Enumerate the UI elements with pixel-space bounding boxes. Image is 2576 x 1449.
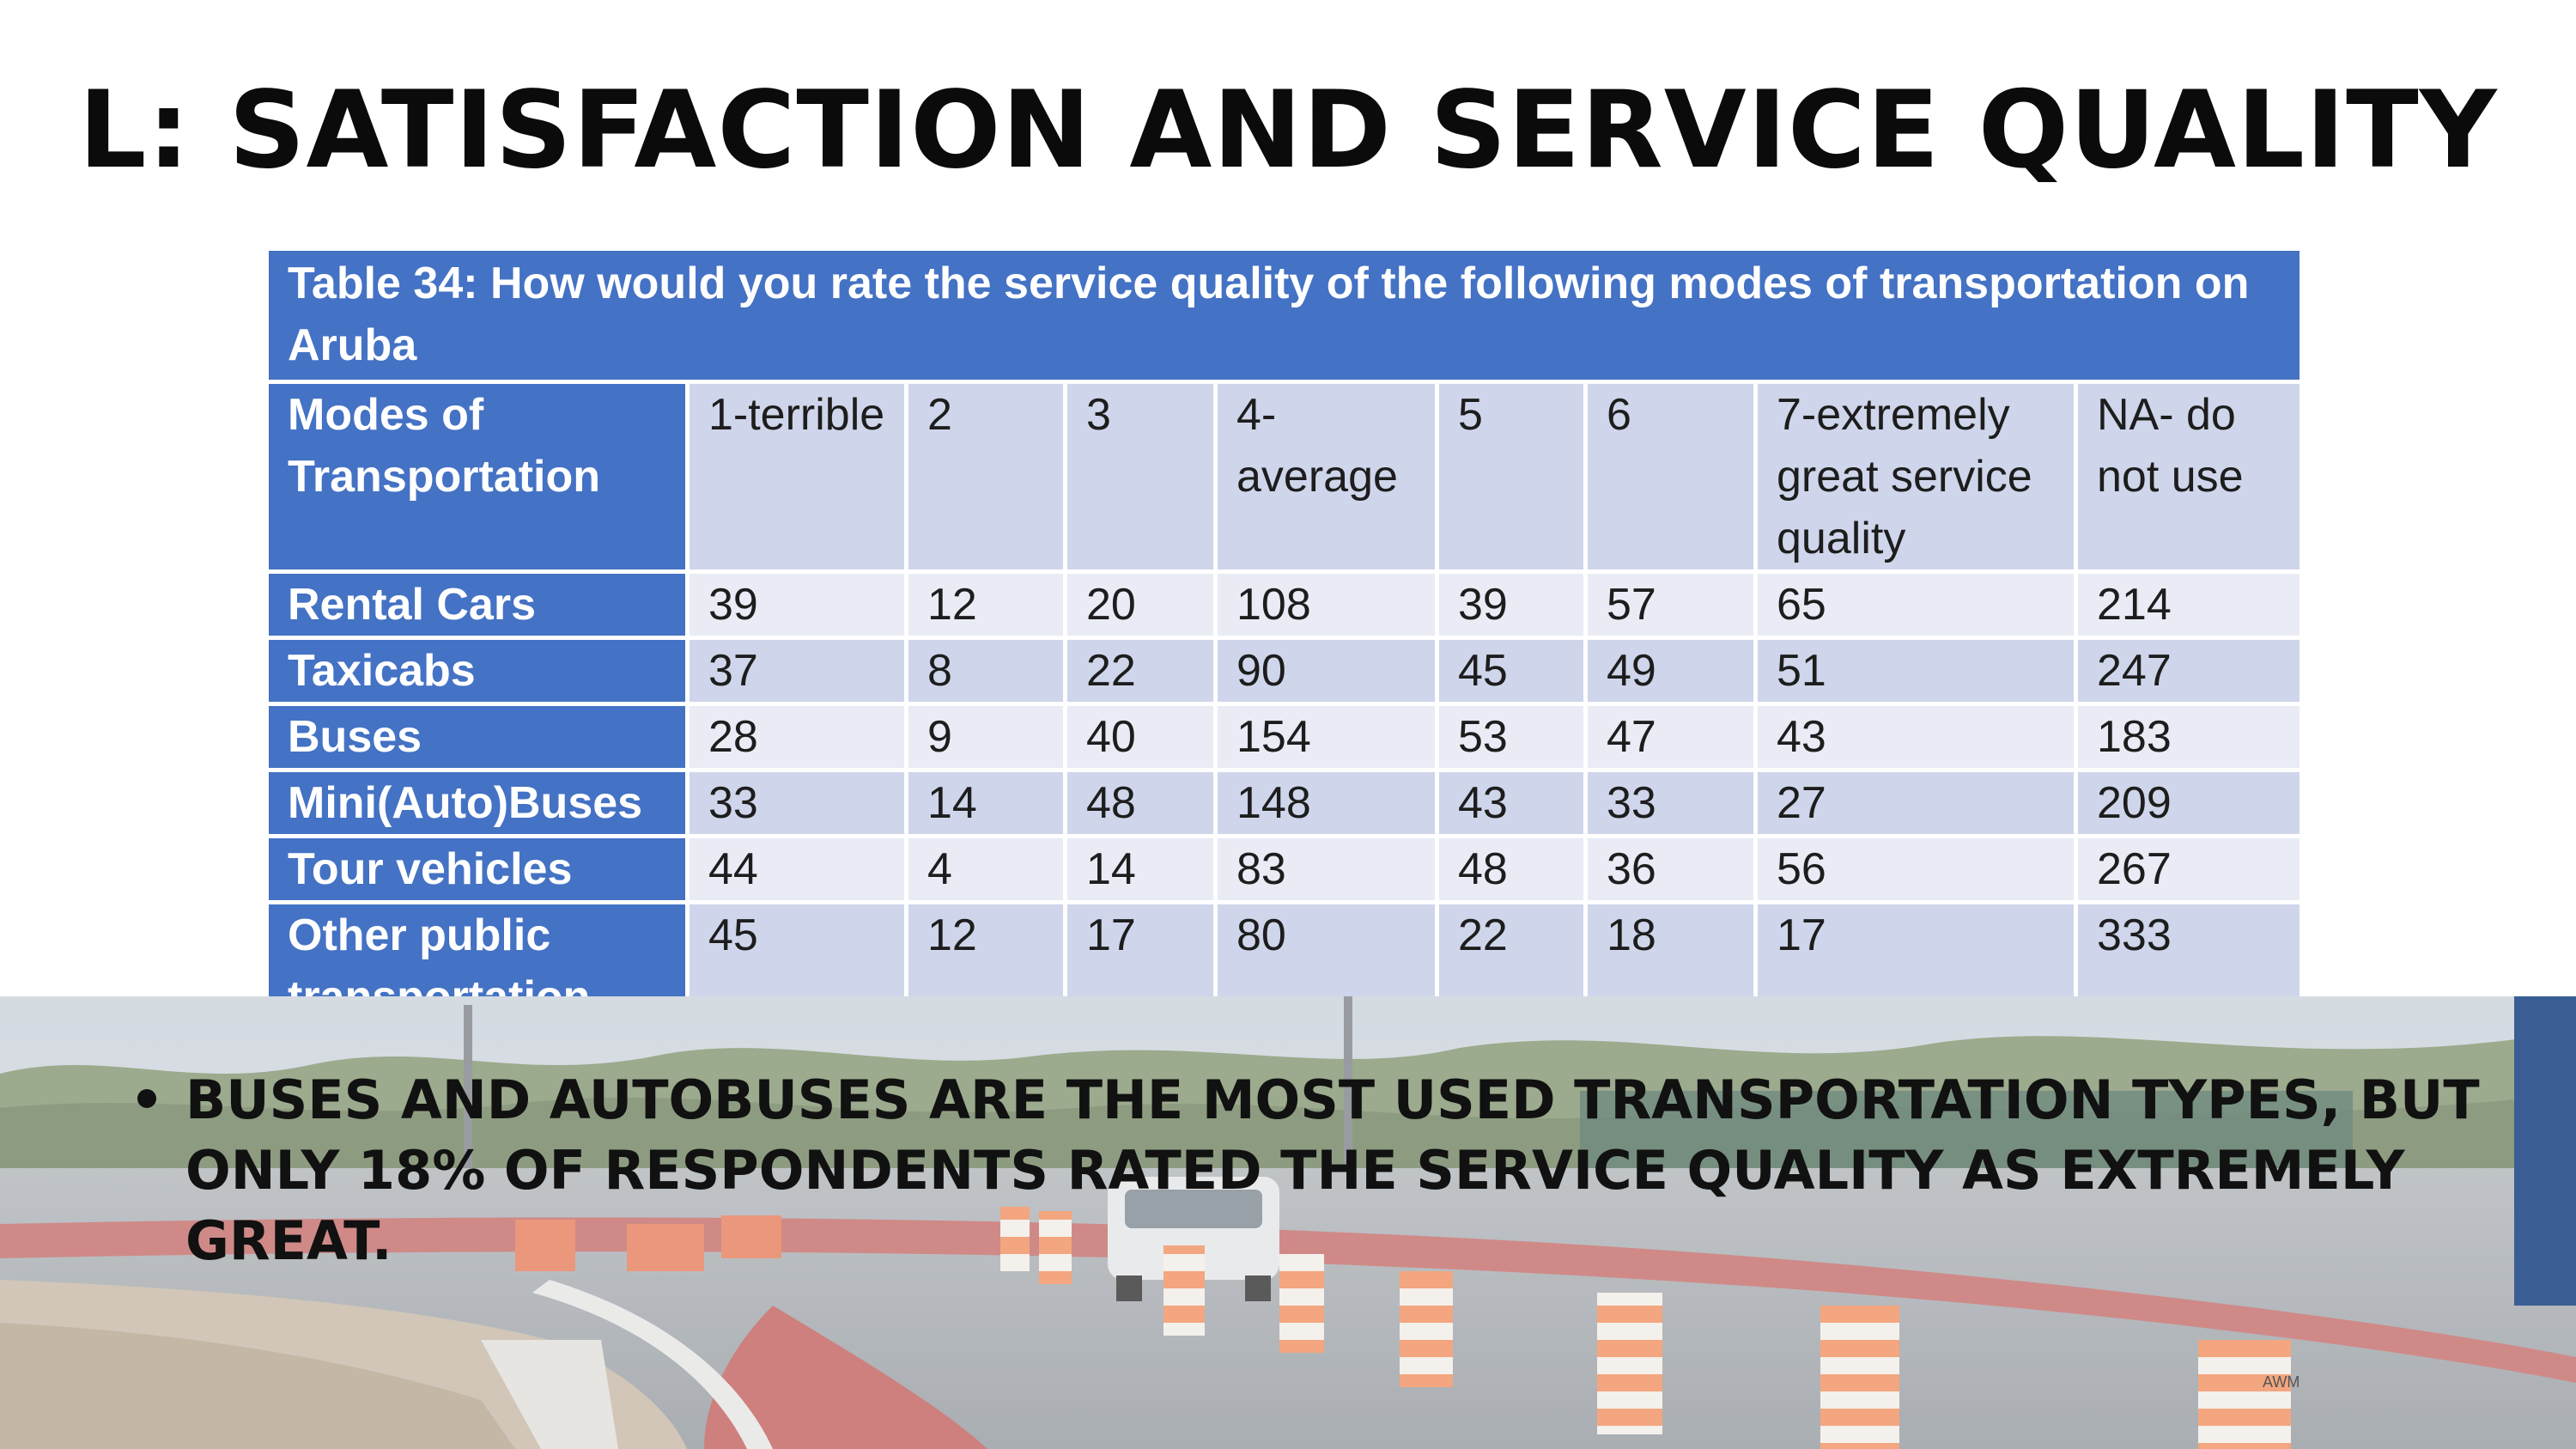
table-cell: 53: [1435, 702, 1588, 772]
table-cell: 40: [1063, 702, 1218, 772]
table-cell: 247: [2073, 636, 2305, 706]
table-cell: 27: [1753, 768, 2078, 838]
table-cell: 57: [1583, 569, 1758, 640]
table-cell: 48: [1435, 834, 1588, 904]
table-cell: 33: [1583, 768, 1758, 838]
table-cell: 51: [1753, 636, 2078, 706]
table-cell: 9: [904, 702, 1067, 772]
table-row: Rental Cars 39 12 20 108 39 57 65 214: [264, 569, 2305, 640]
bullet-icon: [137, 1089, 156, 1108]
table-cell: 39: [1435, 569, 1588, 640]
header-rating-7: 7-extremely great service quality: [1753, 380, 2078, 574]
table-cell: 37: [685, 636, 908, 706]
table-cell: 65: [1753, 569, 2078, 640]
table-cell: 56: [1753, 834, 2078, 904]
table-cell: 108: [1213, 569, 1439, 640]
table-cell: 267: [2073, 834, 2305, 904]
table-row: Buses 28 9 40 154 53 47 43 183: [264, 702, 2305, 772]
table-cell: 48: [1063, 768, 1218, 838]
row-label: Rental Cars: [264, 569, 690, 640]
table-cell: 148: [1213, 768, 1439, 838]
table-cell: 20: [1063, 569, 1218, 640]
header-rating-6: 6: [1583, 380, 1758, 574]
table-cell: 209: [2073, 768, 2305, 838]
table-cell: 14: [904, 768, 1067, 838]
table-caption-row: Table 34: How would you rate the service…: [264, 247, 2305, 384]
barrel-group: [515, 1207, 2291, 1449]
key-finding-text: BUSES AND AUTOBUSES ARE THE MOST USED TR…: [185, 1068, 2480, 1272]
table-caption: Table 34: How would you rate the service…: [264, 247, 2305, 384]
table-cell: 22: [1063, 636, 1218, 706]
table-cell: 154: [1213, 702, 1439, 772]
barrel-sign-text: AWM: [2263, 1373, 2300, 1391]
table-cell: 49: [1583, 636, 1758, 706]
table-cell: 39: [685, 569, 908, 640]
table-cell: 14: [1063, 834, 1218, 904]
table-row: Mini(Auto)Buses 33 14 48 148 43 33 27 20…: [264, 768, 2305, 838]
table-cell: 183: [2073, 702, 2305, 772]
table-cell: 33: [685, 768, 908, 838]
header-rating-1: 1-terrible: [685, 380, 908, 574]
row-label: Buses: [264, 702, 690, 772]
table-cell: 214: [2073, 569, 2305, 640]
table-row: Tour vehicles 44 4 14 83 48 36 56 267: [264, 834, 2305, 904]
background-photo-roadwork: AWM: [0, 996, 2576, 1449]
table-cell: 90: [1213, 636, 1439, 706]
table-cell: 36: [1583, 834, 1758, 904]
table-row: Taxicabs 37 8 22 90 45 49 51 247: [264, 636, 2305, 706]
service-quality-table: Table 34: How would you rate the service…: [264, 247, 2305, 1032]
slide-title: L: SATISFACTION AND SERVICE QUALITY: [78, 69, 2498, 192]
key-finding-bullet: BUSES AND AUTOBUSES ARE THE MOST USED TR…: [137, 1065, 2507, 1276]
header-rating-2: 2: [904, 380, 1067, 574]
table-cell: 83: [1213, 834, 1439, 904]
table-cell: 12: [904, 569, 1067, 640]
table-cell: 28: [685, 702, 908, 772]
header-modes: Modes of Transportation: [264, 380, 690, 574]
accent-side-bar: [2514, 996, 2576, 1306]
row-label: Mini(Auto)Buses: [264, 768, 690, 838]
table-cell: 43: [1753, 702, 2078, 772]
table-cell: 4: [904, 834, 1067, 904]
table-cell: 45: [1435, 636, 1588, 706]
header-rating-4: 4-average: [1213, 380, 1439, 574]
row-label: Tour vehicles: [264, 834, 690, 904]
table-cell: 44: [685, 834, 908, 904]
header-na: NA- do not use: [2073, 380, 2305, 574]
row-label: Taxicabs: [264, 636, 690, 706]
table-cell: 43: [1435, 768, 1588, 838]
table-cell: 8: [904, 636, 1067, 706]
header-rating-5: 5: [1435, 380, 1588, 574]
table-cell: 47: [1583, 702, 1758, 772]
table-header-row: Modes of Transportation 1-terrible 2 3 4…: [264, 380, 2305, 574]
header-rating-3: 3: [1063, 380, 1218, 574]
survey-table-container: Table 34: How would you rate the service…: [264, 247, 2305, 1032]
